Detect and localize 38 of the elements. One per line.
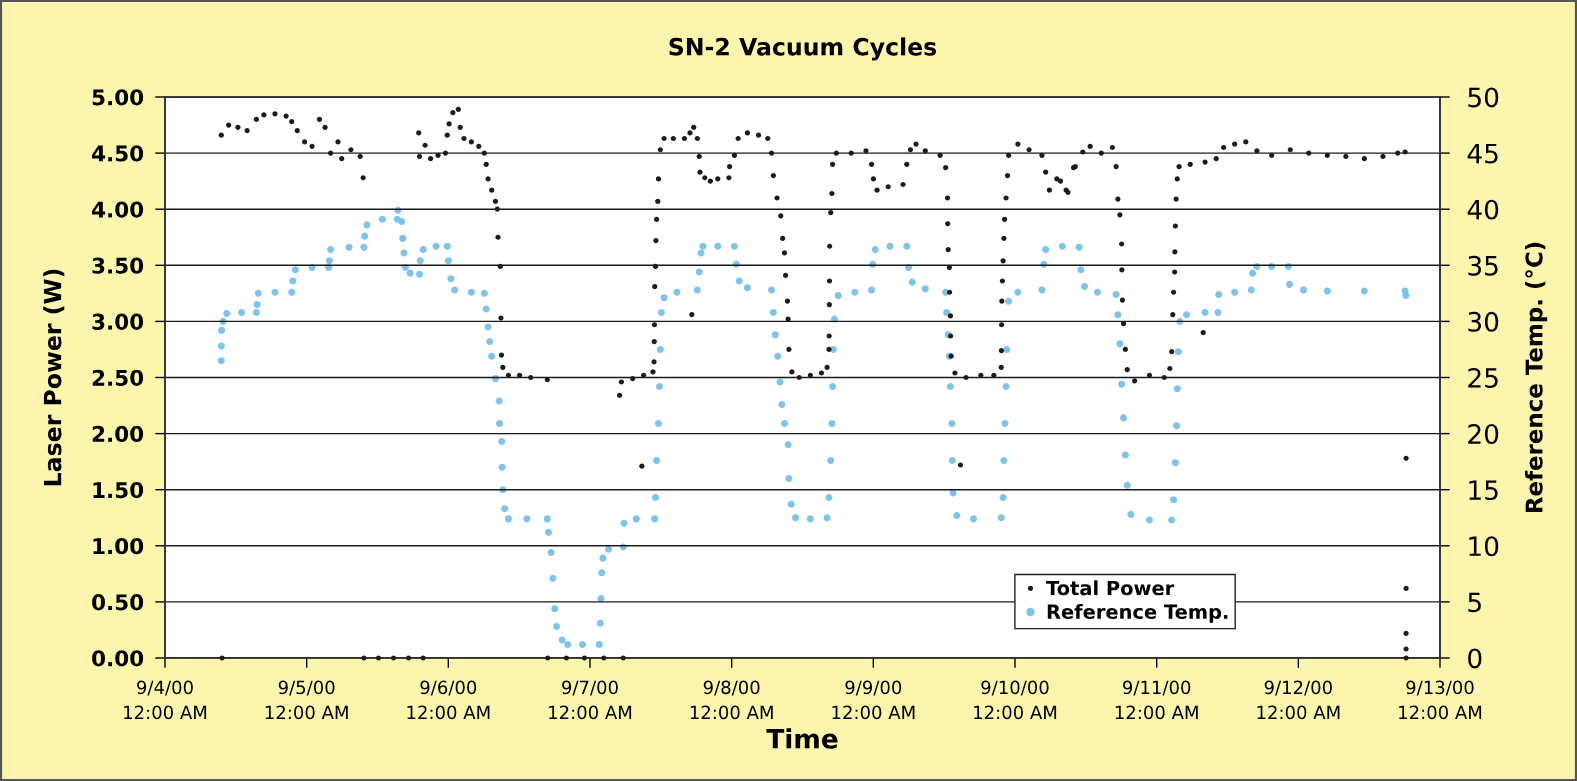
y2-tick-label: 25 <box>1468 367 1498 388</box>
y2-tick-label: 20 <box>1468 424 1499 444</box>
x-tick-label: 9/5/00 12:00 AM <box>265 680 348 720</box>
y2-tick-label: 30 <box>1468 311 1499 332</box>
y2-tick-label: 15 <box>1469 480 1498 501</box>
y2-tick-label: 50 <box>1468 87 1499 108</box>
x-tick-label: 9/6/00 12:00 AM <box>407 680 490 720</box>
x-tick-label: 9/12/00 12:00 AM <box>1257 680 1340 720</box>
y-axis-title: Laser Power (W) <box>43 269 65 486</box>
y2-tick-label: 5 <box>1468 592 1481 613</box>
y-tick-label: 1.00 <box>93 538 144 555</box>
y-tick-label: 0.00 <box>92 650 144 667</box>
y-tick-label: 2.50 <box>92 369 144 386</box>
y-tick-label: 3.50 <box>92 257 144 274</box>
y-tick-label: 2.00 <box>92 425 144 443</box>
y2-axis-title: Reference Temp. (°C) <box>1524 242 1548 513</box>
y2-tick-label: 45 <box>1467 143 1498 164</box>
y2-tick-label: 10 <box>1469 536 1499 557</box>
y2-tick-label: 40 <box>1467 199 1499 220</box>
x-axis-title: Time <box>766 728 838 749</box>
x-tick-label: 9/8/00 12:00 AM <box>690 680 773 720</box>
y-tick-label: 1.50 <box>93 481 144 499</box>
x-tick-label: 9/11/00 12:00 AM <box>1115 680 1198 720</box>
y2-tick-label: 35 <box>1468 255 1498 276</box>
x-tick-label: 9/4/00 12:00 AM <box>124 680 207 720</box>
x-tick-label: 9/13/00 12:00 AM <box>1399 680 1482 720</box>
y-tick-label: 0.50 <box>92 594 144 611</box>
legend-label: Total Power <box>1046 580 1175 596</box>
y-tick-label: 4.00 <box>92 201 144 218</box>
x-tick-label: 9/7/00 12:00 AM <box>549 680 632 720</box>
y-tick-label: 4.50 <box>92 145 144 162</box>
y2-tick-label: 0 <box>1468 648 1482 669</box>
legend-label: Reference Temp. <box>1047 603 1228 623</box>
y-tick-label: 3.00 <box>92 313 144 330</box>
x-tick-label: 9/9/00 12:00 AM <box>832 680 915 720</box>
chart-title: SN-2 Vacuum Cycles <box>669 37 937 61</box>
x-tick-label: 9/10/00 12:00 AM <box>974 680 1057 720</box>
y-tick-label: 5.00 <box>92 89 144 106</box>
